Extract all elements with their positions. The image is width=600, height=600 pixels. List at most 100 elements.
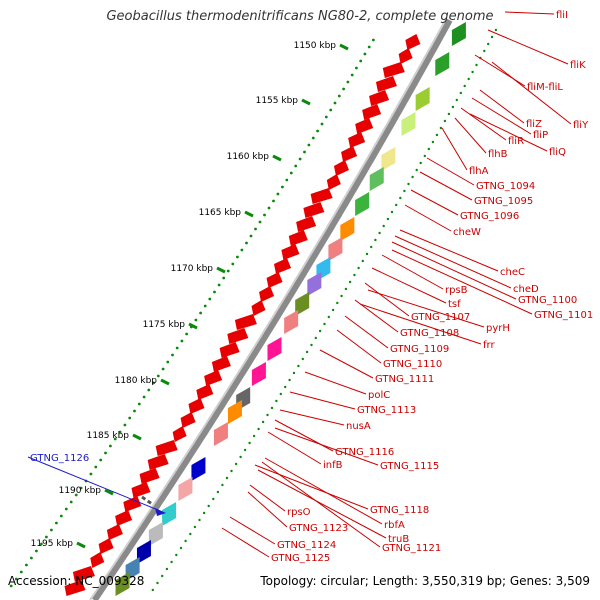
gene-label[interactable]: fliY	[573, 120, 589, 131]
gene-label[interactable]: frr	[483, 340, 495, 351]
kbp-tick-mark	[160, 378, 170, 386]
leader-line	[479, 89, 525, 124]
gc-dot	[318, 329, 322, 333]
gene-label[interactable]: GTNG_1124	[277, 540, 336, 551]
gc-dot	[403, 189, 406, 193]
gene-label[interactable]: GTNG_1095	[474, 196, 533, 207]
gene-label[interactable]: rpsB	[445, 285, 468, 296]
gene-arrow	[369, 90, 390, 106]
gene-label[interactable]: GTNG_1094	[476, 181, 535, 192]
gene-label[interactable]: fliM-fliL	[527, 82, 563, 93]
gc-dot	[19, 570, 23, 574]
gc-dot	[370, 245, 373, 249]
leader-line	[267, 431, 322, 465]
gene-block	[328, 237, 343, 261]
gc-dot	[194, 318, 198, 322]
gene-label[interactable]: GTNG_1108	[400, 328, 459, 339]
gc-dot	[267, 206, 271, 210]
gene-label[interactable]: GTNG_1115	[380, 461, 439, 472]
gc-dot	[245, 241, 248, 245]
gc-dot	[156, 374, 160, 378]
gene-label[interactable]: fliI	[556, 10, 568, 21]
genome-title: Geobacillus thermodenitrificans NG80-2, …	[106, 9, 494, 24]
gene-label[interactable]: flhB	[488, 149, 508, 160]
gc-dot	[171, 353, 174, 357]
gene-label[interactable]: flhA	[469, 166, 489, 177]
gc-dot	[301, 357, 304, 361]
gene-arrow	[281, 244, 300, 260]
gene-label[interactable]: GTNG_1125	[271, 553, 330, 564]
gene-label[interactable]: GTNG_1111	[375, 374, 434, 385]
gene-label[interactable]: fliR	[508, 136, 524, 147]
gc-dot	[69, 500, 73, 504]
gene-arrow	[405, 34, 421, 50]
gene-label[interactable]: pyrH	[486, 323, 510, 334]
gene-label[interactable]: GTNG_1123	[289, 523, 348, 534]
gene-label[interactable]: rbfA	[384, 520, 405, 531]
gene-label[interactable]: fliZ	[526, 119, 542, 130]
gene-label[interactable]: GTNG_1113	[357, 405, 416, 416]
gene-label[interactable]: cheC	[500, 267, 525, 278]
gene-label[interactable]: GTNG_1101	[534, 310, 593, 321]
gene-label[interactable]: fliQ	[549, 147, 566, 158]
gc-dot	[342, 87, 345, 91]
gene-arrow	[355, 118, 374, 134]
gene-label[interactable]: GTNG_1126	[30, 453, 89, 464]
gene-label[interactable]: nusA	[346, 421, 371, 432]
gc-dot	[353, 273, 356, 277]
gc-dot	[451, 105, 455, 109]
gc-dot	[382, 224, 385, 228]
kbp-tick-label: 1175 kbp	[143, 320, 186, 330]
gene-label[interactable]: fliP	[533, 130, 548, 141]
gene-label[interactable]: cheW	[453, 227, 481, 238]
gene-label[interactable]: GTNG_1121	[382, 543, 441, 554]
gene-label[interactable]: rpsO	[287, 507, 311, 518]
gc-dot	[221, 483, 224, 487]
gc-dot	[363, 52, 367, 56]
kbp-tick-label: 1185 kbp	[87, 431, 130, 441]
gc-dot	[45, 535, 48, 539]
gene-arrow	[375, 76, 397, 92]
leader-line	[221, 527, 270, 558]
kbp-tick-mark	[188, 322, 198, 330]
gene-label[interactable]: GTNG_1118	[370, 505, 429, 516]
gc-dot	[367, 45, 371, 49]
gene-block	[381, 147, 396, 171]
gc-dot	[314, 336, 317, 340]
gene-label[interactable]: polC	[368, 390, 390, 401]
gene-label[interactable]: GTNG_1109	[390, 344, 449, 355]
gene-label[interactable]: GTNG_1116	[335, 447, 394, 458]
gc-dot	[344, 287, 348, 291]
gc-dot	[483, 49, 486, 53]
gc-dot	[198, 518, 201, 522]
leader-line	[254, 464, 369, 510]
gc-dot	[487, 42, 490, 46]
leader-line	[471, 97, 532, 135]
gene-label[interactable]: fliK	[570, 60, 586, 71]
gc-dot	[350, 73, 354, 77]
leader-line	[344, 315, 389, 349]
kbp-tick-mark	[339, 43, 349, 51]
gc-dot	[161, 367, 165, 371]
gene-label[interactable]: GTNG_1096	[460, 211, 519, 222]
gc-dot	[372, 38, 375, 42]
leader-line	[469, 113, 548, 152]
gene-arrow	[64, 580, 86, 596]
gc-dot	[151, 588, 154, 592]
gene-label[interactable]: truB	[388, 534, 409, 545]
gc-dot	[307, 143, 311, 147]
gc-dot	[203, 304, 207, 308]
leader-line	[289, 391, 356, 410]
gc-dot	[236, 255, 239, 259]
gene-label[interactable]: infB	[323, 460, 343, 471]
gene-block	[451, 22, 466, 46]
gene-label[interactable]: GTNG_1100	[518, 295, 577, 306]
gene-label[interactable]: tsf	[448, 299, 461, 310]
gc-dot	[240, 248, 244, 252]
gene-label[interactable]: GTNG_1110	[383, 359, 442, 370]
gene-label[interactable]: GTNG_1107	[411, 312, 470, 323]
gc-dot	[475, 63, 478, 67]
gene-arrow	[296, 216, 317, 232]
gene-label[interactable]: cheD	[513, 284, 539, 295]
